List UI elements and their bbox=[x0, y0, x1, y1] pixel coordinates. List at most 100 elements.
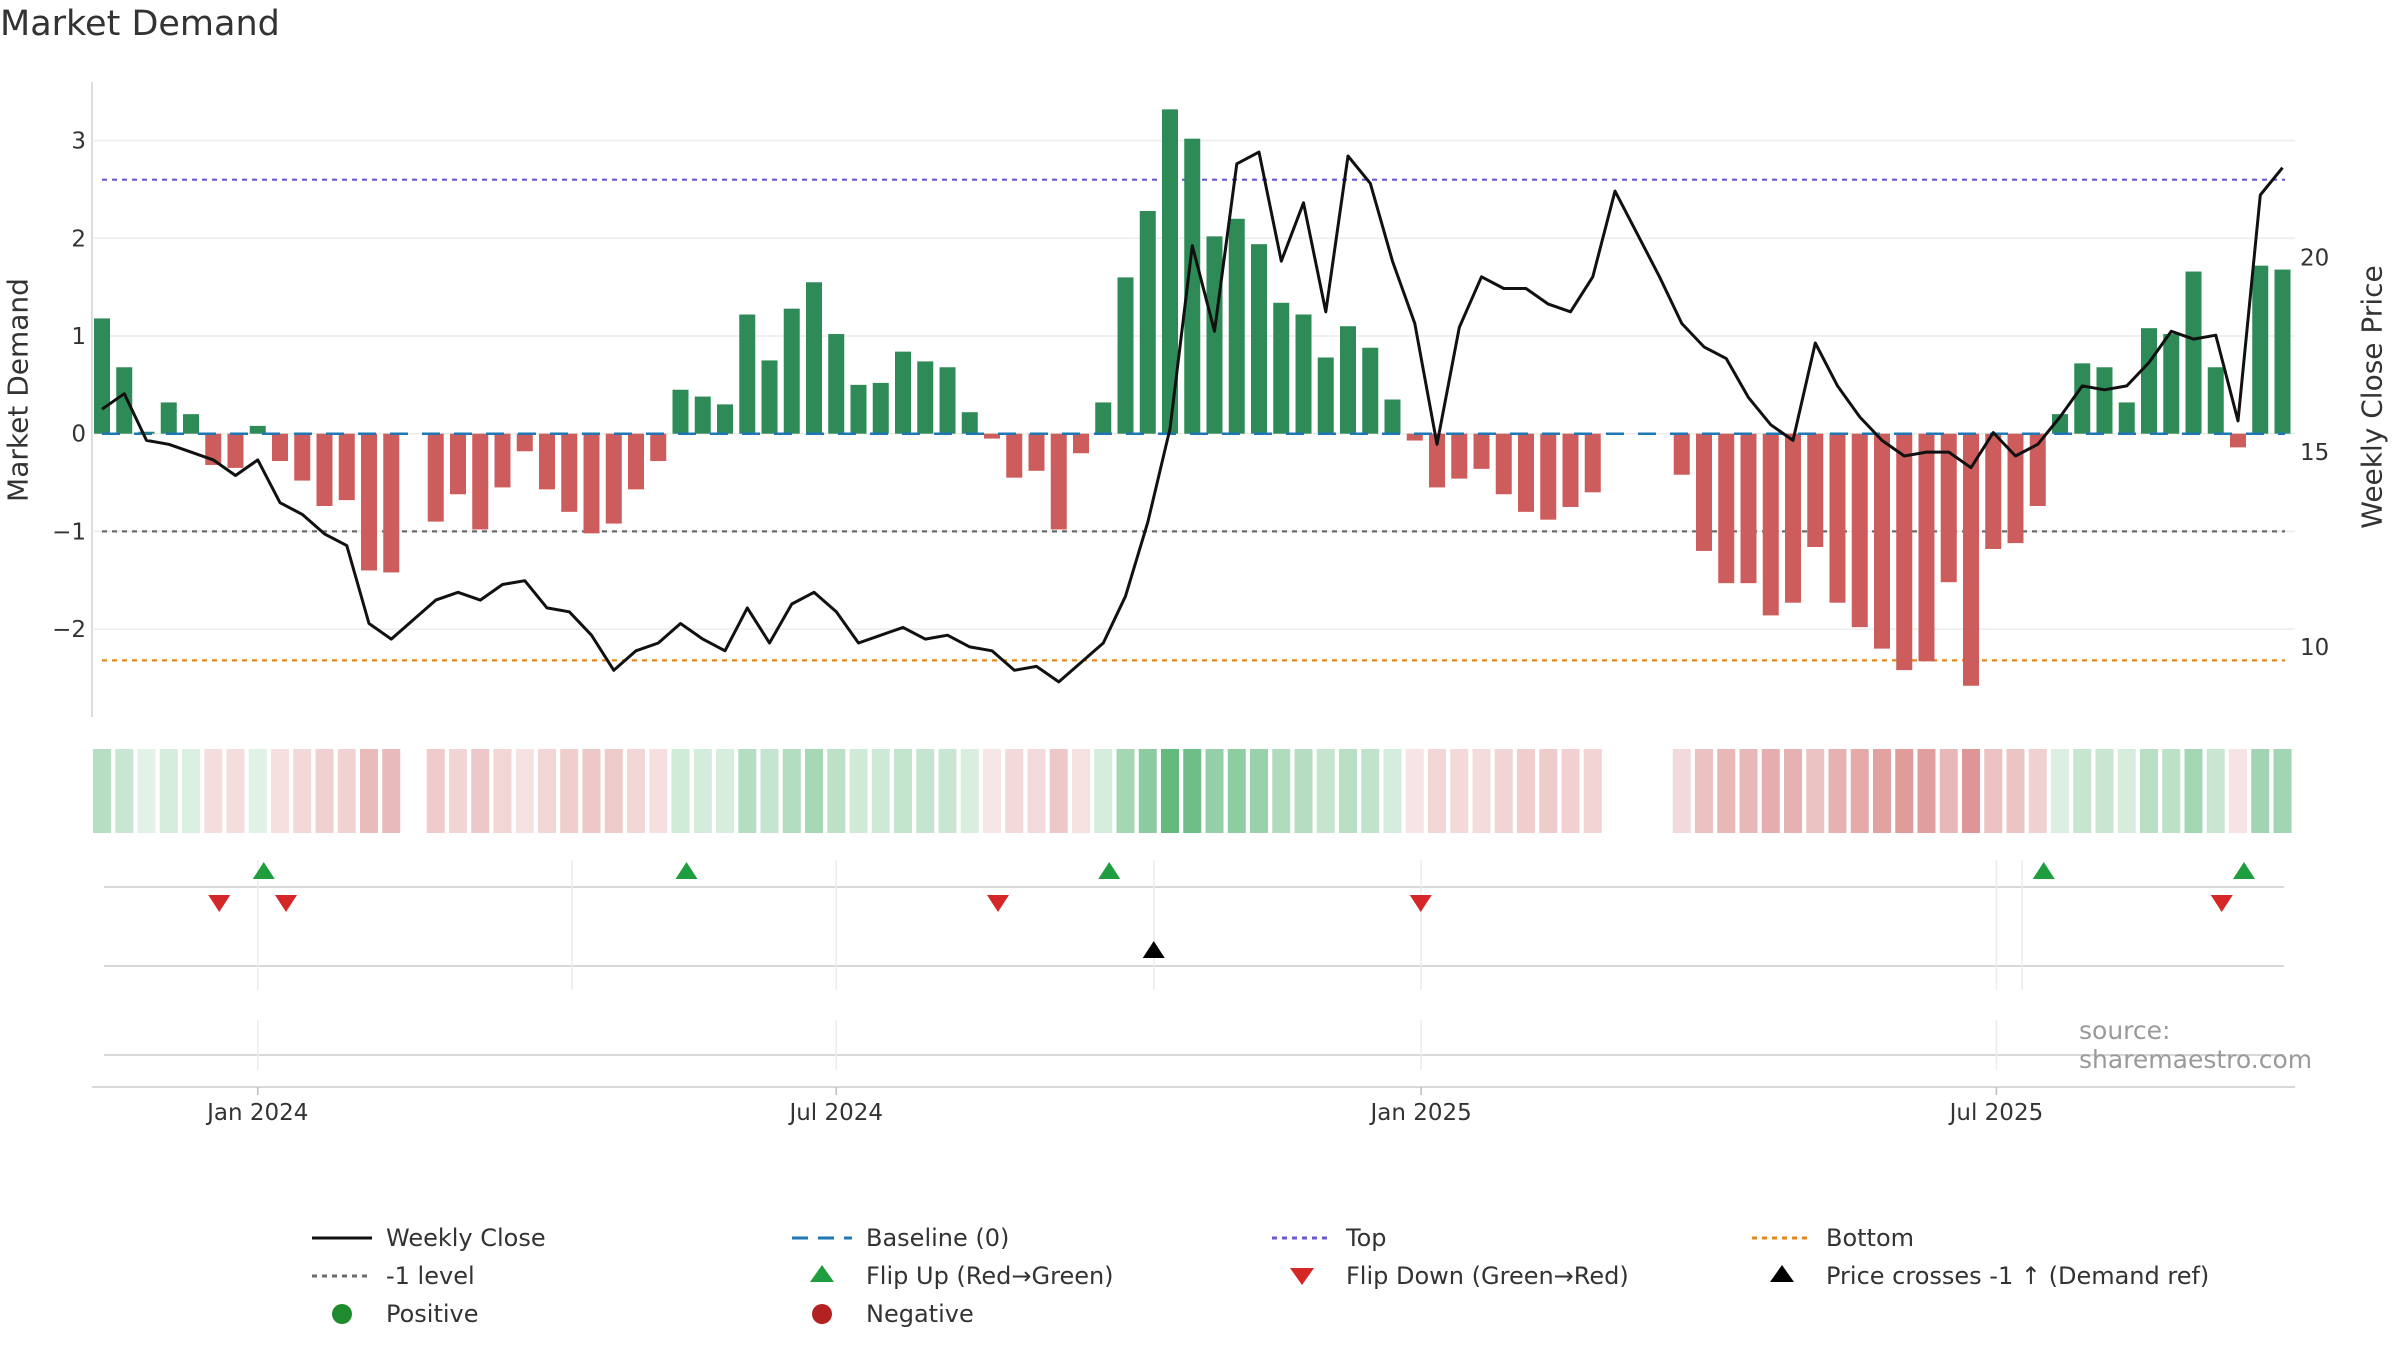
heat-cell bbox=[2273, 749, 2292, 833]
demand-bar bbox=[427, 433, 444, 522]
demand-bar bbox=[1562, 433, 1579, 507]
legend-item-price-cross[interactable]: Price crosses -1 ↑ (Demand ref) bbox=[1750, 1258, 2209, 1294]
legend-label: Positive bbox=[386, 1300, 479, 1328]
heat-cell bbox=[649, 749, 668, 833]
demand-bar bbox=[650, 433, 667, 462]
heat-cell bbox=[2206, 749, 2225, 833]
heat-cell bbox=[2184, 749, 2203, 833]
demand-bar bbox=[605, 433, 622, 524]
left-axis-title: Market Demand bbox=[1, 278, 35, 502]
legend-item-bottom[interactable]: Bottom bbox=[1750, 1220, 1914, 1256]
heat-cell bbox=[471, 749, 490, 833]
demand-bar bbox=[183, 414, 199, 434]
demand-bar bbox=[2274, 269, 2291, 434]
demand-bar bbox=[450, 433, 466, 495]
demand-bar bbox=[1807, 433, 1824, 548]
demand-bar bbox=[1829, 433, 1846, 603]
demand-bar bbox=[272, 433, 288, 462]
heat-cell bbox=[315, 749, 334, 833]
legend-item-flip-up[interactable]: Flip Up (Red→Green) bbox=[790, 1258, 1114, 1294]
heat-cell bbox=[604, 749, 623, 833]
demand-bar bbox=[1429, 433, 1445, 488]
x-tick-label: Jul 2024 bbox=[787, 1100, 883, 1126]
heat-cell bbox=[2162, 749, 2181, 833]
price-cross-icon bbox=[1750, 1258, 1814, 1294]
heat-cell bbox=[538, 749, 556, 833]
demand-bar bbox=[160, 402, 177, 434]
demand-bar bbox=[2074, 363, 2091, 434]
demand-bar bbox=[739, 314, 756, 434]
heat-cell bbox=[894, 749, 912, 833]
heat-cell bbox=[1517, 749, 1535, 833]
demand-bar bbox=[694, 396, 711, 434]
heat-cell bbox=[1695, 749, 1713, 833]
demand-bar bbox=[1940, 433, 1957, 583]
heat-cell bbox=[115, 749, 134, 833]
left-tick-label: −1 bbox=[52, 519, 86, 545]
legend-item-negative[interactable]: Negative bbox=[790, 1296, 974, 1332]
demand-bar bbox=[1851, 433, 1868, 628]
right-tick-label: 15 bbox=[2300, 440, 2329, 466]
legend-item-positive[interactable]: Positive bbox=[310, 1296, 479, 1332]
heat-cell bbox=[293, 749, 312, 833]
legend-item-baseline[interactable]: Baseline (0) bbox=[790, 1220, 1009, 1256]
legend-swatch-bottom bbox=[1750, 1220, 1814, 1256]
demand-bar bbox=[1896, 433, 1913, 671]
demand-bar bbox=[2230, 433, 2246, 448]
demand-bar bbox=[2052, 414, 2068, 434]
flip-down-icon bbox=[1270, 1258, 1334, 1294]
heat-cell bbox=[226, 749, 245, 833]
demand-bar bbox=[1518, 433, 1534, 512]
heat-cell bbox=[738, 749, 757, 833]
demand-bar bbox=[717, 404, 733, 434]
demand-bar bbox=[1451, 433, 1468, 479]
legend-swatch-weekly-close bbox=[310, 1220, 374, 1256]
demand-bar bbox=[1251, 244, 1267, 434]
left-tick-label: 1 bbox=[71, 324, 86, 350]
demand-bar bbox=[316, 433, 333, 506]
heat-cell bbox=[1227, 749, 1246, 833]
heat-cell bbox=[871, 749, 890, 833]
heat-cell bbox=[1027, 749, 1046, 833]
heat-cell bbox=[1405, 749, 1424, 833]
heat-cell bbox=[1539, 749, 1558, 833]
demand-bar bbox=[2252, 265, 2269, 434]
demand-bar bbox=[338, 433, 355, 501]
heat-cell bbox=[983, 749, 1001, 833]
legend-item-top[interactable]: Top bbox=[1270, 1220, 1387, 1256]
heat-cell bbox=[1472, 749, 1491, 833]
heat-cell bbox=[693, 749, 712, 833]
heat-cell bbox=[1939, 749, 1958, 833]
flip-up-marker bbox=[1098, 862, 1121, 879]
heat-cell bbox=[1806, 749, 1825, 833]
demand-bar bbox=[2118, 402, 2135, 434]
heat-cell bbox=[337, 749, 356, 833]
demand-bar bbox=[472, 433, 489, 530]
demand-bar bbox=[939, 367, 956, 434]
demand-bar bbox=[1540, 433, 1557, 520]
legend-item-weekly-close[interactable]: Weekly Close bbox=[310, 1220, 546, 1256]
source-credit: source: sharemaestro.com bbox=[2079, 1016, 2313, 1074]
flip-down-marker bbox=[987, 895, 1009, 912]
flip-up-icon bbox=[790, 1258, 854, 1294]
demand-bar bbox=[116, 367, 133, 434]
demand-bar bbox=[561, 433, 578, 512]
heat-cell bbox=[582, 749, 601, 833]
demand-bar bbox=[1340, 326, 1356, 434]
legend-item-minus1[interactable]: -1 level bbox=[310, 1258, 475, 1294]
legend-swatch-top bbox=[1270, 1220, 1334, 1256]
heat-cell bbox=[2117, 749, 2136, 833]
demand-bar bbox=[1718, 433, 1735, 584]
demand-bar bbox=[361, 433, 377, 571]
heat-cell bbox=[182, 749, 200, 833]
demand-bar bbox=[1028, 433, 1045, 471]
heat-cell bbox=[1361, 749, 1380, 833]
demand-bar bbox=[1295, 314, 1312, 434]
demand-bar bbox=[1963, 433, 1979, 686]
legend-item-flip-down[interactable]: Flip Down (Green→Red) bbox=[1270, 1258, 1629, 1294]
heat-cell bbox=[1717, 749, 1736, 833]
demand-bar bbox=[2163, 334, 2180, 434]
legend-label: Bottom bbox=[1826, 1224, 1915, 1252]
legend-label: Baseline (0) bbox=[866, 1224, 1010, 1252]
demand-bar bbox=[984, 433, 1000, 439]
